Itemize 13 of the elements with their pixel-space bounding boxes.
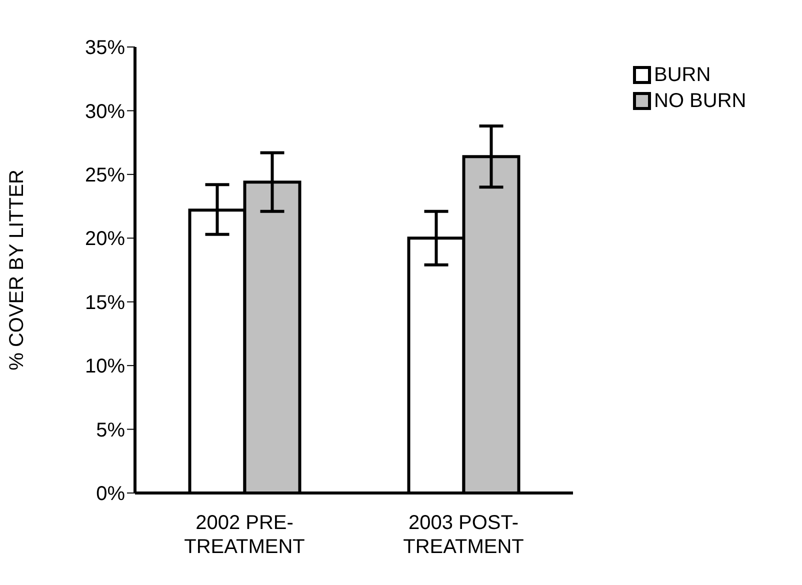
y-tick-label: 20%	[84, 228, 126, 250]
x-tick-label: 2002 PRE-TREATMENT	[184, 512, 305, 558]
y-tick-label: 15%	[84, 292, 126, 314]
x-tick-label: 2003 POST-TREATMENT	[403, 512, 524, 558]
y-tick-label: 0%	[96, 483, 126, 506]
y-tick-label: 30%	[84, 100, 126, 123]
legend-label: NO BURN	[654, 90, 746, 112]
y-tick-label: 35%	[84, 37, 126, 60]
y-axis-title: % COVER BY LITTER	[6, 170, 28, 370]
y-tick-label: 5%	[96, 419, 126, 442]
y-tick-label: 25%	[84, 164, 126, 187]
legend-label: BURN	[654, 64, 711, 86]
y-tick-label: 10%	[84, 356, 126, 378]
